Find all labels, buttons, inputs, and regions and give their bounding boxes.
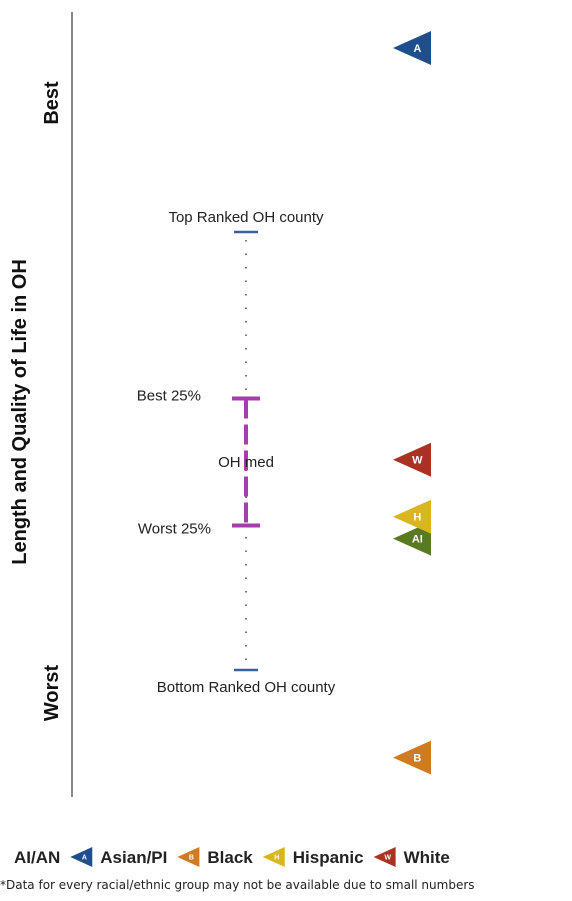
legend-swatch-hispanic: H <box>262 847 285 867</box>
svg-text:H: H <box>413 512 421 524</box>
marker-white: W <box>393 442 431 477</box>
legend-label-white: White <box>404 848 450 867</box>
best-label: Best <box>41 81 63 125</box>
svg-text:W: W <box>384 855 391 862</box>
svg-text:B: B <box>189 855 194 862</box>
y-axis-title: Length and Quality of Life in OH <box>9 259 31 565</box>
marker-ai-an: AI <box>393 521 431 556</box>
marker-hispanic: H <box>393 499 431 534</box>
top-ranked-label: Top Ranked OH county <box>168 209 324 226</box>
legend-swatch-white: W <box>373 847 396 867</box>
worst-25-label: Worst 25% <box>138 520 211 537</box>
svg-text:B: B <box>413 753 421 765</box>
legend-label-hispanic: Hispanic <box>293 848 364 867</box>
group-markers: AI A B H W <box>393 31 431 775</box>
svg-text:AI: AI <box>412 534 423 546</box>
legend-swatch-asian-pi: A <box>70 847 93 867</box>
legend-swatch-black: B <box>177 847 200 867</box>
svg-text:H: H <box>274 855 279 862</box>
legend-label-asian-pi: Asian/PI <box>100 848 167 867</box>
legend-label-black: Black <box>207 848 253 867</box>
best-25-label: Best 25% <box>137 387 201 404</box>
worst-label: Worst <box>41 665 63 722</box>
legend-label-ai-an: AI/AN <box>14 848 60 867</box>
bottom-ranked-label: Bottom Ranked OH county <box>157 679 336 696</box>
footnote: *Data for every racial/ethnic group may … <box>0 878 475 892</box>
svg-text:W: W <box>412 455 423 467</box>
marker-asian-pi: A <box>393 31 431 66</box>
legend: AI/AN A Asian/PI B Black H Hispanic W White <box>14 847 450 867</box>
marker-black: B <box>393 740 431 775</box>
median-label: OH med <box>218 454 274 471</box>
svg-text:A: A <box>413 43 421 55</box>
svg-text:A: A <box>82 855 87 862</box>
